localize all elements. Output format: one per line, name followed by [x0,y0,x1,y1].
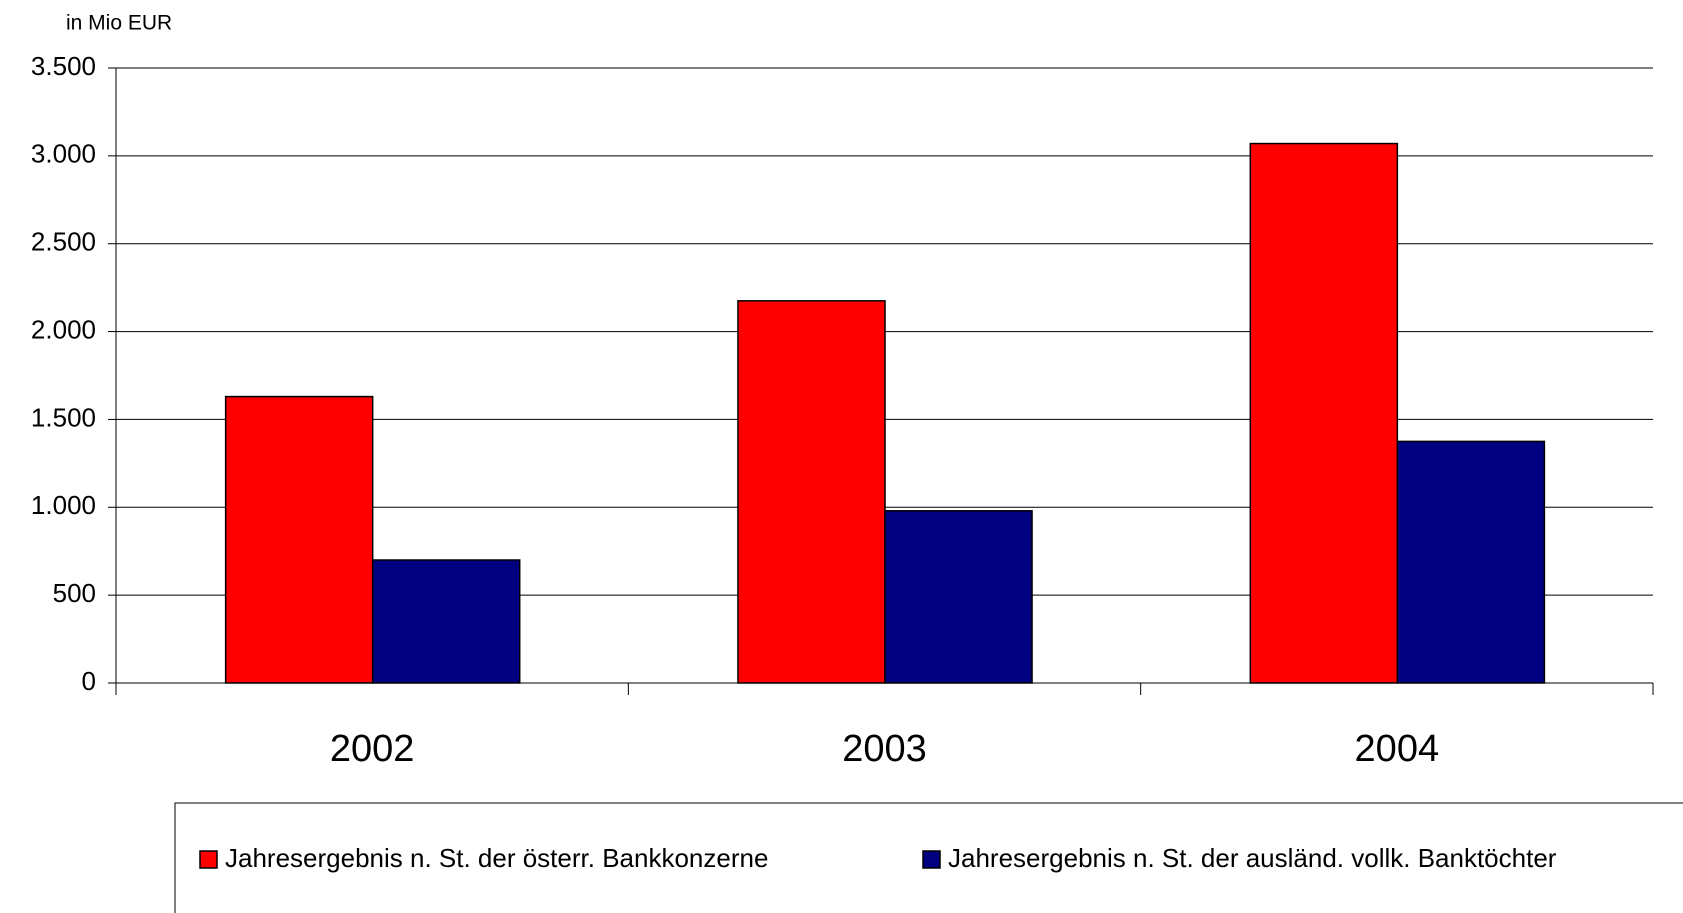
legend-label: Jahresergebnis n. St. der österr. Bankko… [225,843,768,873]
y-tick-label: 2.000 [31,314,96,344]
bar [1249,142,1399,684]
y-unit-label: in Mio EUR [66,12,172,35]
y-tick-label: 1.500 [31,402,96,432]
bar [884,510,1033,684]
bar [371,559,521,684]
x-tick-label: 2003 [842,728,927,770]
y-tick-label: 1.000 [31,490,96,520]
y-tick-label: 3.000 [31,139,96,169]
y-tick-label: 0 [82,666,96,696]
x-tick-label: 2004 [1355,728,1440,770]
bar [1396,440,1546,684]
bar [224,395,374,684]
legend-box [174,802,1683,913]
legend-swatch [199,850,218,869]
y-tick-label: 2.500 [31,227,96,257]
bar [737,300,886,684]
legend-label: Jahresergebnis n. St. der ausländ. vollk… [948,843,1557,873]
x-tick-label: 2002 [330,728,415,770]
legend-swatch [922,850,941,869]
y-tick-label: 3.500 [31,51,96,81]
y-tick-label: 500 [53,578,96,608]
